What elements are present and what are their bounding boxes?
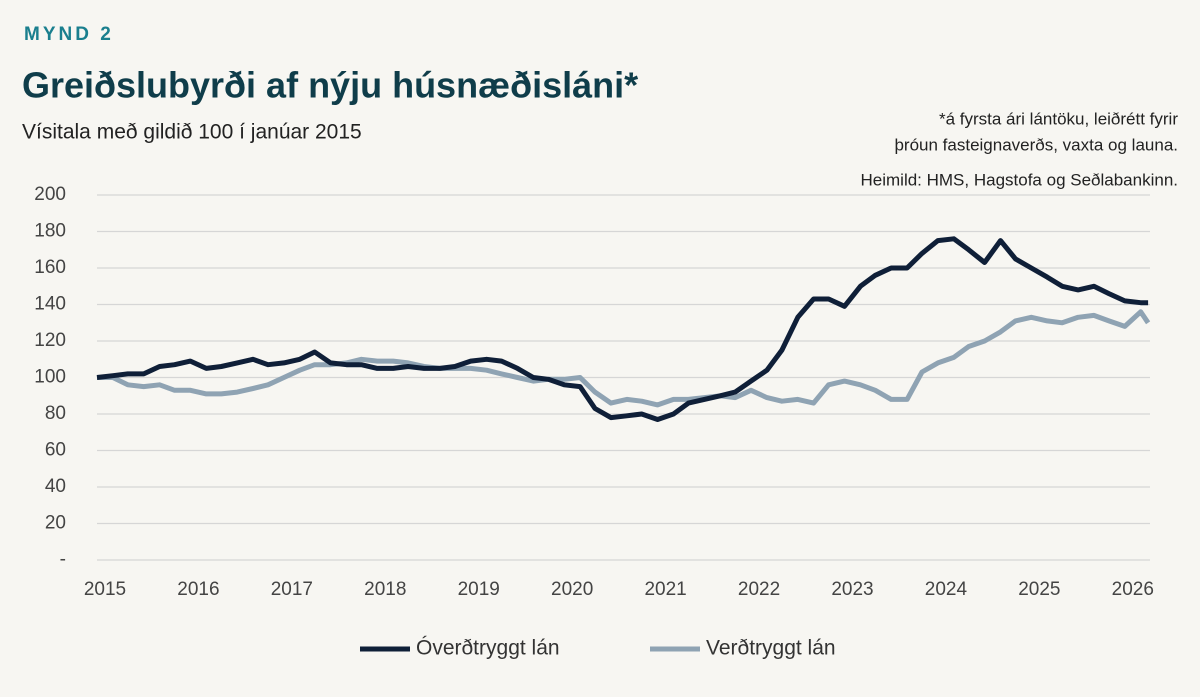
x-tick-label: 2016: [177, 579, 219, 600]
x-tick-label: 2017: [271, 579, 313, 600]
figure-label: MYND 2: [24, 24, 114, 45]
y-tick-label: 20: [45, 513, 66, 534]
note: *á fyrsta ári lántöku, leiðrétt fyrir: [939, 109, 1178, 128]
x-tick-label: 2021: [644, 579, 686, 600]
x-tick-label: 2024: [925, 579, 968, 600]
subtitle: Vísitala með gildið 100 í janúar 2015: [22, 121, 362, 144]
chart-title: Greiðslubyrði af nýju húsnæðisláni*: [22, 65, 638, 106]
series-line: [96, 236, 1149, 422]
x-tick-label: 2020: [551, 579, 593, 600]
legend-label: Verðtryggt lán: [706, 637, 836, 660]
legend-label: Óverðtryggt lán: [416, 637, 560, 660]
x-tick-label: 2022: [738, 579, 780, 600]
source: Heimild: HMS, Hagstofa og Seðlabankinn.: [861, 170, 1179, 189]
y-tick-label: 200: [34, 184, 66, 205]
x-tick-label: 2015: [84, 579, 126, 600]
y-tick-label: 180: [34, 221, 66, 242]
y-tick-label: 40: [45, 476, 66, 497]
y-tick-label: 60: [45, 440, 66, 461]
x-tick-label: 2023: [831, 579, 873, 600]
series-line: [97, 309, 1151, 408]
y-tick-label: 100: [34, 367, 66, 388]
x-tick-label: 2026: [1112, 579, 1154, 600]
y-tick-label: 120: [34, 330, 66, 351]
y-tick-label: 160: [34, 257, 66, 278]
x-tick-label: 2025: [1018, 579, 1060, 600]
y-tick-label: 140: [34, 294, 66, 315]
x-tick-label: 2018: [364, 579, 406, 600]
note: þróun fasteignaverðs, vaxta og launa.: [894, 135, 1178, 154]
y-tick-label: 80: [45, 403, 66, 424]
y-tick-label: -: [60, 549, 66, 570]
x-tick-label: 2019: [458, 579, 500, 600]
